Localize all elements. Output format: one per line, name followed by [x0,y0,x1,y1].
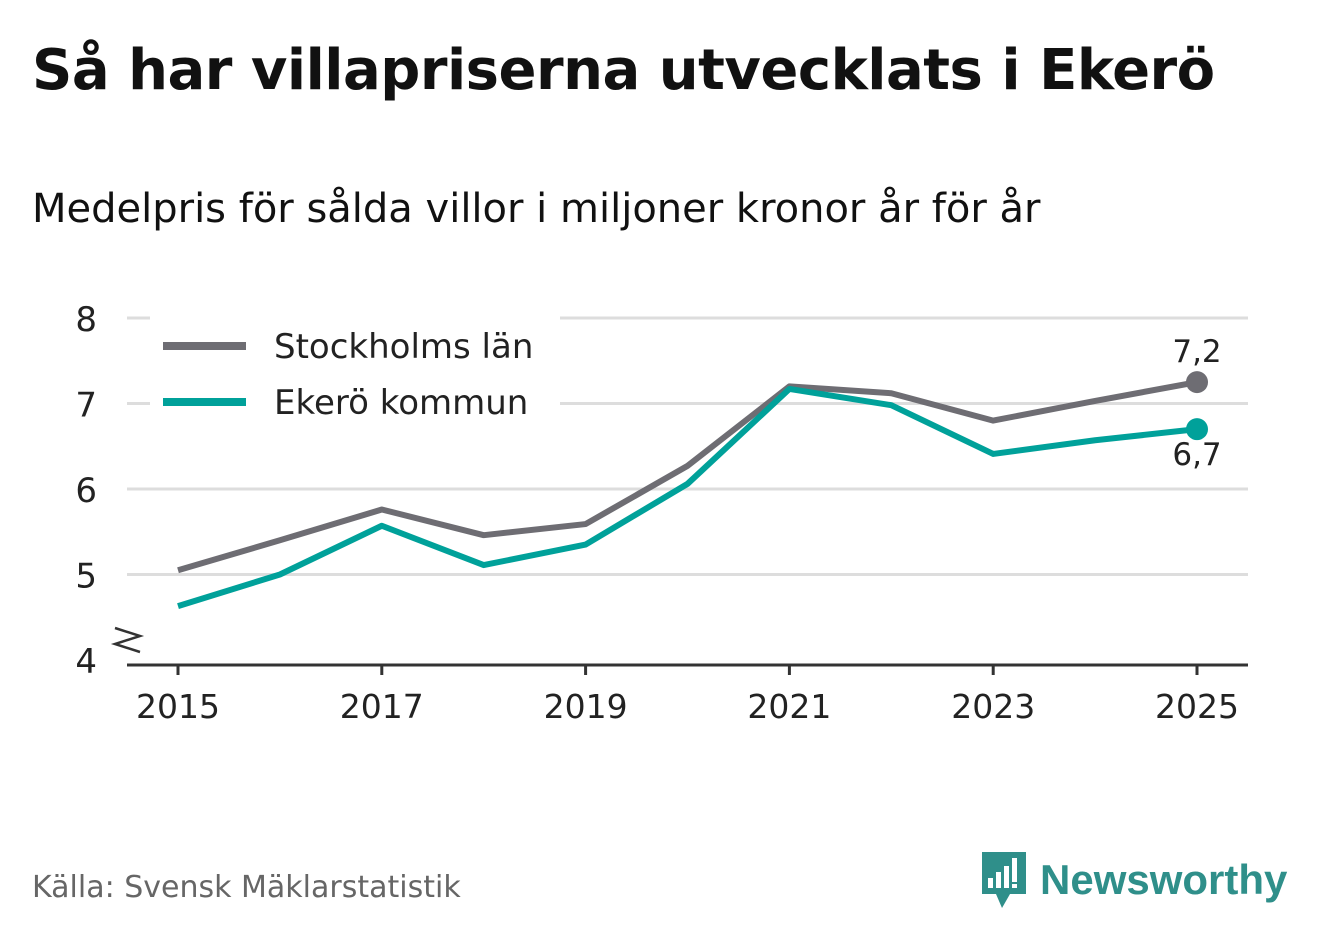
source-note: Källa: Svensk Mäklarstatistik [32,870,461,905]
x-tick-label: 2023 [951,687,1035,726]
legend-label-stockholm: Stockholms län [274,327,533,367]
chart-title: Så har villapriserna utvecklats i Ekerö [32,38,1215,103]
chart-subtitle: Medelpris för sålda villor i miljoner kr… [32,186,1041,232]
x-tick-label: 2017 [340,687,424,726]
data-label-stockholm: 7,2 [1172,334,1221,370]
legend-background [150,312,560,430]
series-layer: 7,2 6,7 [177,334,1222,610]
series-line-stockholm [177,379,1198,574]
end-point-ekero [1186,418,1208,441]
end-point-stockholm [1186,371,1208,394]
newsworthy-logo-icon [982,852,1026,908]
brand-name: Newsworthy [1040,856,1288,903]
y-tick-label: 5 [75,557,97,597]
series-line-ekero [177,385,1198,610]
axis-layer: 4 5 6 7 8 2015 2017 2019 2021 2023 2025 [75,300,1248,726]
brand-logo: Newsworthy [980,850,1287,910]
axis-break-icon [110,626,145,654]
y-tick-label: 6 [75,471,97,511]
y-tick-label: 7 [75,386,97,426]
x-tick-label: 2025 [1155,687,1239,726]
x-tick-label: 2015 [136,687,220,726]
x-tick-label: 2019 [544,687,628,726]
x-tick-label: 2021 [747,687,831,726]
line-chart: 4 5 6 7 8 2015 2017 2019 2021 2023 2025 7,2 6,7 Sto… [75,300,1248,726]
y-tick-label: 8 [75,300,97,340]
data-label-ekero: 6,7 [1172,437,1221,473]
legend: Stockholms län Ekerö kommun [150,312,560,430]
legend-label-ekero: Ekerö kommun [274,383,528,423]
y-tick-label: 4 [75,642,97,682]
